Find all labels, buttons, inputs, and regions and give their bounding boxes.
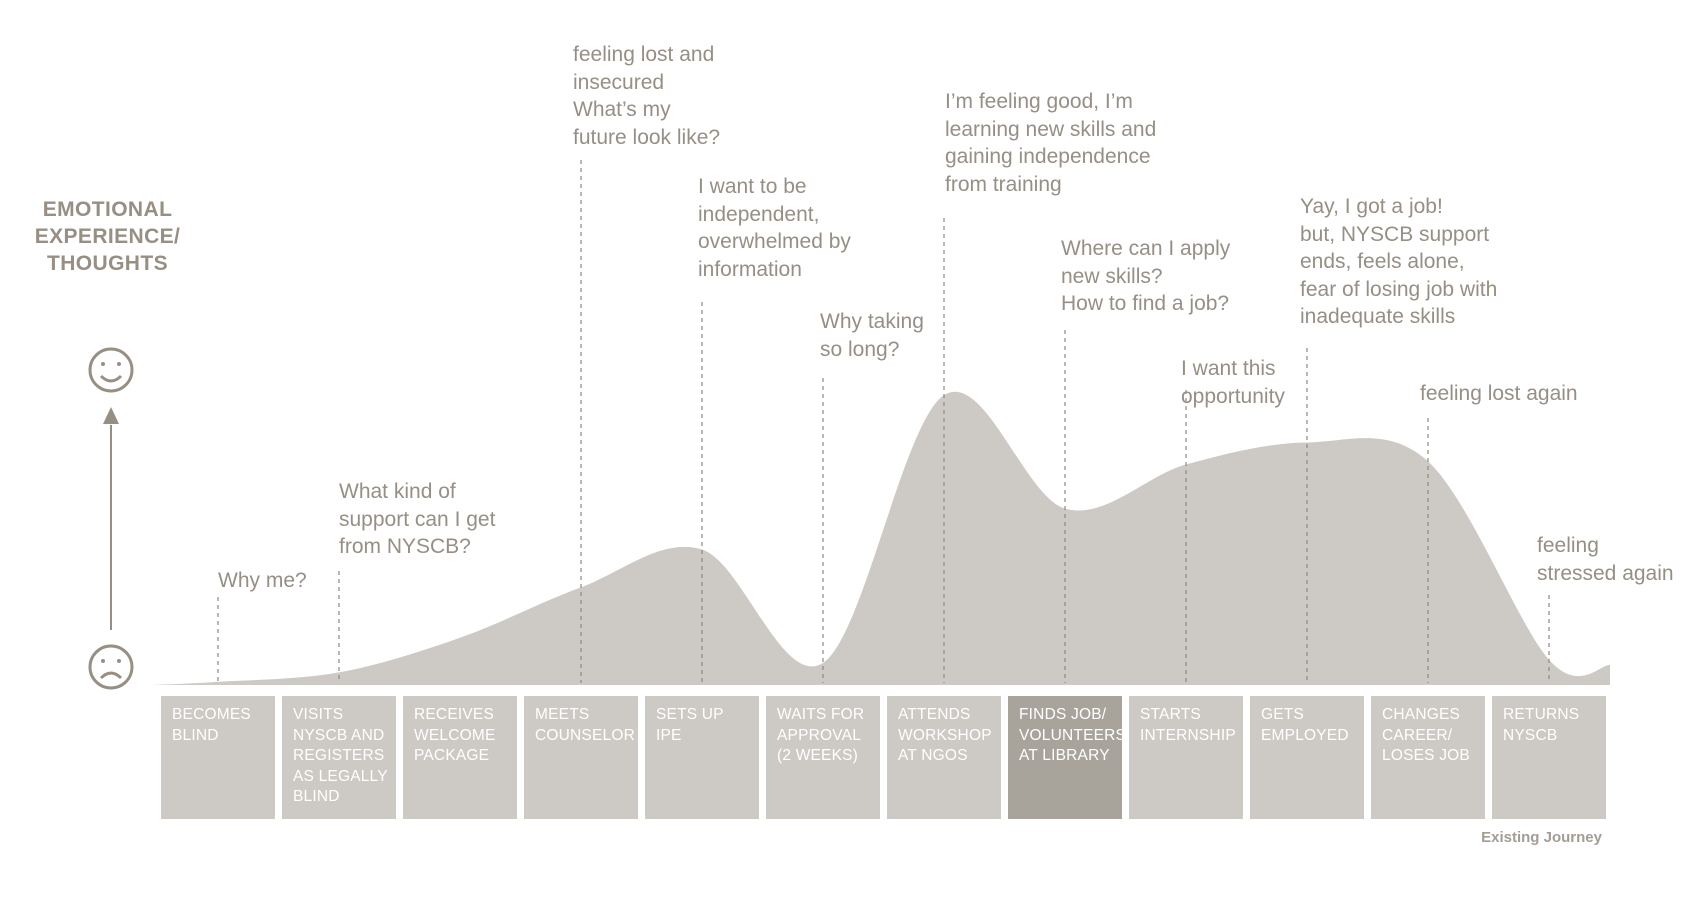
stage-box: BECOMES BLIND [161,696,275,819]
journey-caption: Existing Journey [1481,829,1602,846]
thought-text: feeling lost again [1420,382,1578,405]
stage-box: STARTS INTERNSHIP [1129,696,1243,819]
thought-text: Why taking so long? [820,310,924,361]
emotion-curve-area [150,391,1610,685]
stage-box: SETS UP IPE [645,696,759,819]
vertical-axis-arrow [103,407,119,630]
thought-text: I want to be independent, overwhelmed by… [698,175,851,281]
axis-title: EMOTIONAL EXPERIENCE/ THOUGHTS [34,198,181,275]
stage-box: CHANGES CAREER/ LOSES JOB [1371,696,1485,819]
happy-face-icon [88,347,134,393]
stage-box: MEETS COUNSELOR [524,696,638,819]
stage-box: RETURNS NYSCB [1492,696,1606,819]
guide-lines [217,160,1550,683]
stage-box: GETS EMPLOYED [1250,696,1364,819]
thought-text: Where can I apply new skills? How to fin… [1061,237,1231,315]
thought-text: I want this opportunity [1181,357,1285,408]
sad-face-icon [88,644,134,690]
thought-text: I’m feeling good, I’m learning new skill… [945,90,1157,196]
thought-text: Yay, I got a job! but, NYSCB support end… [1300,195,1498,328]
thought-text: feeling stressed again [1537,534,1674,585]
stage-box: FINDS JOB/ VOLUNTEERS AT LIBRARY [1008,696,1126,819]
stage-box: ATTENDS WORKSHOP AT NGOS [887,696,1001,819]
thought-text: feeling lost and insecured What’s my fut… [573,43,721,149]
stage-box: RECEIVES WELCOME PACKAGE [403,696,517,819]
stage-box: WAITS FOR APPROVAL (2 weeks) [766,696,880,819]
stage-box: VISITS NYSCB AND REGISTERS AS LEGALLY BL… [282,696,396,819]
thought-text: What kind of support can I get from NYSC… [339,480,496,558]
thought-text: Why me? [218,569,307,592]
